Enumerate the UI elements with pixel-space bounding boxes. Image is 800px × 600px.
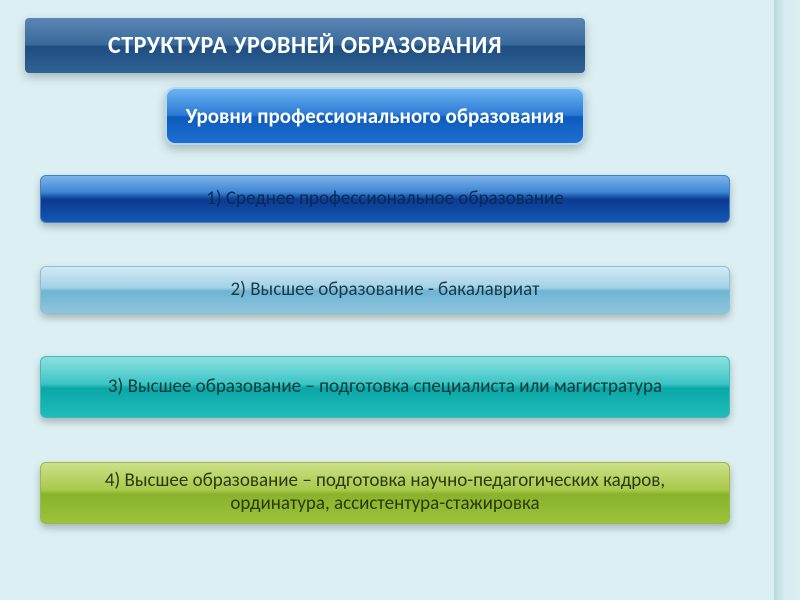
subtitle-text: Уровни профессионального образования bbox=[186, 104, 565, 128]
level-3-box: 3) Высшее образование – подготовка специ… bbox=[40, 356, 730, 418]
right-accent-strip bbox=[774, 0, 800, 600]
level-3-text: 3) Высшее образование – подготовка специ… bbox=[108, 376, 662, 399]
level-1-box: 1) Среднее профессиональное образование bbox=[40, 175, 730, 223]
level-1-text: 1) Среднее профессиональное образование bbox=[206, 188, 564, 211]
level-4-box: 4) Высшее образование – подготовка научн… bbox=[40, 462, 730, 524]
main-title: СТРУКТУРА УРОВНЕЙ ОБРАЗОВАНИЯ bbox=[25, 18, 585, 73]
level-4-text: 4) Высшее образование – подготовка научн… bbox=[55, 470, 715, 516]
level-2-box: 2) Высшее образование - бакалавриат bbox=[40, 266, 730, 314]
subtitle-box: Уровни профессионального образования bbox=[165, 87, 585, 145]
main-title-text: СТРУКТУРА УРОВНЕЙ ОБРАЗОВАНИЯ bbox=[108, 31, 502, 60]
level-2-text: 2) Высшее образование - бакалавриат bbox=[231, 279, 540, 302]
